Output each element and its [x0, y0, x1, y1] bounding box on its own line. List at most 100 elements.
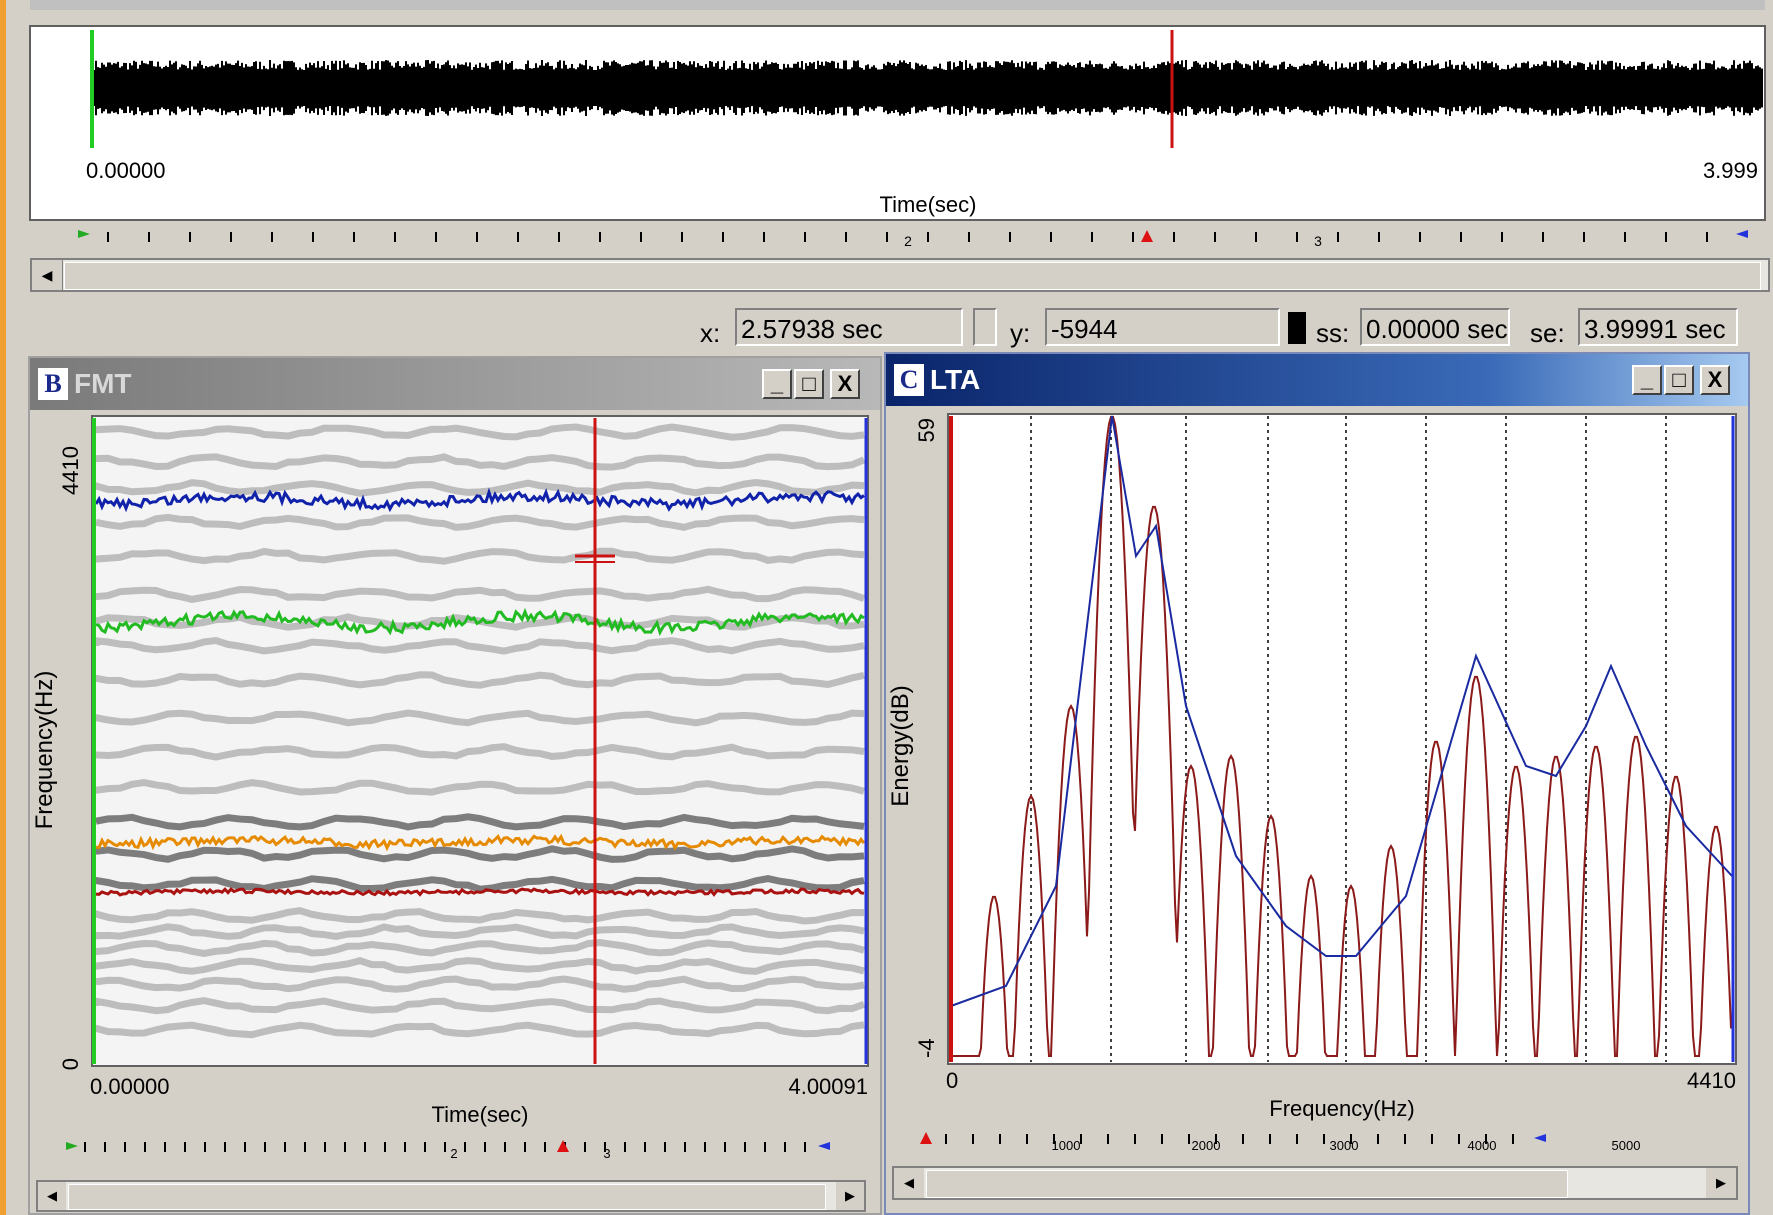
waveform-time-start: 0.00000 — [86, 158, 166, 183]
spectrogram-band — [92, 875, 865, 893]
fmt-ruler-label-3: 3 — [603, 1146, 610, 1161]
status-x-label: x: — [700, 318, 721, 348]
fmt-plot-svg[interactable]: 4410 0 Frequency(Hz) 0.00000 4.00091 Tim… — [30, 410, 880, 1210]
lta-ruler-end-flag — [1534, 1134, 1546, 1142]
lta-window: C LTA _ □ X 59 -4 Energy(dB) 0 4410 Freq… — [884, 352, 1750, 1215]
fmt-plot-area — [91, 415, 869, 1067]
formant-track-3 — [95, 607, 865, 637]
formant-track-1 — [95, 887, 865, 897]
waveform-plot-area — [29, 25, 1766, 221]
top-ruler-end-flag — [1736, 230, 1748, 238]
fmt-ruler-cursor-flag — [557, 1140, 569, 1152]
spectrogram-band — [92, 957, 865, 975]
fmt-scroll-left-arrow[interactable]: ◀ — [38, 1182, 66, 1210]
status-color-swatch — [1288, 312, 1306, 344]
lta-envelope-line — [950, 415, 1733, 1007]
top-ruler-cursor-flag — [1141, 230, 1153, 242]
top-scrollbar[interactable]: ◀ — [30, 258, 1770, 292]
lta-x-max: 4410 — [1687, 1068, 1736, 1093]
fmt-ruler-end-flag — [818, 1142, 830, 1150]
status-ss-label: ss: — [1316, 318, 1350, 348]
lta-x-min: 0 — [946, 1068, 958, 1093]
lta-gridlines — [1030, 416, 1667, 1062]
fmt-y-min: 0 — [58, 1058, 83, 1070]
fmt-ruler — [84, 1142, 806, 1152]
lta-ruler-start-flag — [920, 1132, 932, 1144]
spectrogram-band — [92, 923, 865, 941]
status-y-label: y: — [1010, 318, 1031, 348]
left-accent-bar — [0, 0, 6, 1215]
spectrogram-band — [92, 743, 865, 761]
spectrogram-band — [92, 997, 866, 1015]
waveform-svg[interactable]: 0.00000 3.999 Time(sec) 2 3 — [8, 0, 1773, 300]
lta-title-bar[interactable]: C LTA _ □ X — [886, 354, 1748, 406]
fmt-close-button[interactable]: X — [830, 369, 860, 399]
lta-minimize-button[interactable]: _ — [1632, 365, 1662, 395]
fmt-ruler-label-2: 2 — [450, 1146, 457, 1161]
top-scroll-left-arrow[interactable]: ◀ — [32, 260, 63, 290]
spectrogram-band — [92, 813, 865, 831]
fmt-maximize-button[interactable]: □ — [794, 369, 824, 399]
fmt-scrollbar[interactable]: ◀ ▶ — [36, 1180, 866, 1212]
top-scroll-thumb[interactable] — [64, 262, 1761, 290]
status-se-label: se: — [1530, 318, 1565, 348]
fmt-scroll-right-arrow[interactable]: ▶ — [836, 1182, 864, 1210]
status-separator-box — [973, 308, 997, 346]
lta-window-letter: C — [894, 364, 924, 396]
fmt-scroll-thumb[interactable] — [68, 1184, 826, 1210]
formant-track-2 — [95, 833, 866, 852]
spectrogram-band — [92, 513, 865, 531]
lta-maximize-button[interactable]: □ — [1664, 365, 1694, 395]
top-frame-edge — [30, 0, 1765, 10]
spectrogram-band — [92, 1021, 865, 1039]
fmt-formant-tracks — [94, 487, 866, 897]
waveform-xlabel: Time(sec) — [880, 192, 977, 217]
fmt-spectrogram-bands — [92, 423, 866, 1039]
top-ruler-label-2: 2 — [904, 233, 912, 249]
lta-ruler-label-4000: 4000 — [1468, 1138, 1497, 1153]
spectrogram-band — [92, 709, 865, 727]
lta-ruler-label-2000: 2000 — [1192, 1138, 1221, 1153]
spectrogram-band — [92, 547, 865, 565]
fmt-y-max: 4410 — [58, 446, 83, 495]
top-ruler-label-3: 3 — [1314, 233, 1322, 249]
lta-scrollbar[interactable]: ◀ ▶ — [892, 1166, 1738, 1200]
fmt-minimize-button[interactable]: _ — [762, 369, 792, 399]
spectrogram-band — [92, 423, 865, 441]
status-y-value: -5944 — [1045, 308, 1280, 346]
lta-xlabel: Frequency(Hz) — [1269, 1096, 1414, 1121]
fmt-time-end: 4.00091 — [788, 1074, 868, 1099]
waveform-panel: 0.00000 3.999 Time(sec) 2 3 — [8, 0, 1773, 300]
spectrogram-band — [92, 845, 865, 863]
status-x-value: 2.57938 sec — [735, 308, 963, 346]
spectrogram-band — [92, 907, 865, 925]
spectrogram-band — [92, 585, 866, 603]
spectrogram-band — [92, 778, 865, 796]
lta-ruler-label-5000: 5000 — [1612, 1138, 1641, 1153]
spectrogram-band — [92, 636, 865, 655]
lta-scroll-left-arrow[interactable]: ◀ — [894, 1168, 924, 1198]
lta-y-min: -4 — [914, 1038, 939, 1058]
fmt-window-title: FMT — [74, 368, 132, 399]
spectrogram-band — [92, 939, 865, 957]
lta-plot-svg[interactable]: 59 -4 Energy(dB) 0 4410 Frequency(Hz) 10… — [886, 406, 1748, 1214]
fmt-xlabel: Time(sec) — [432, 1102, 529, 1127]
lta-ruler — [945, 1134, 1514, 1144]
formant-track-4 — [94, 487, 865, 513]
top-ruler-start-flag — [78, 230, 90, 238]
status-ss-value: 0.00000 sec — [1360, 308, 1510, 346]
fmt-window-letter: B — [38, 368, 68, 400]
spectrogram-band — [92, 479, 865, 497]
waveform-time-end: 3.999 — [1703, 158, 1758, 183]
lta-close-button[interactable]: X — [1700, 365, 1730, 395]
lta-scroll-thumb[interactable] — [926, 1170, 1568, 1198]
top-ruler — [107, 232, 1708, 242]
spectrogram-band — [92, 453, 866, 471]
fmt-title-bar[interactable]: B FMT _ □ X — [30, 358, 880, 410]
lta-scroll-right-arrow[interactable]: ▶ — [1706, 1168, 1736, 1198]
fmt-time-start: 0.00000 — [90, 1074, 170, 1099]
fmt-ruler-start-flag — [66, 1142, 78, 1150]
lta-y-max: 59 — [914, 418, 939, 442]
lta-ruler-label-1000: 1000 — [1052, 1138, 1081, 1153]
lta-window-title: LTA — [930, 364, 981, 395]
